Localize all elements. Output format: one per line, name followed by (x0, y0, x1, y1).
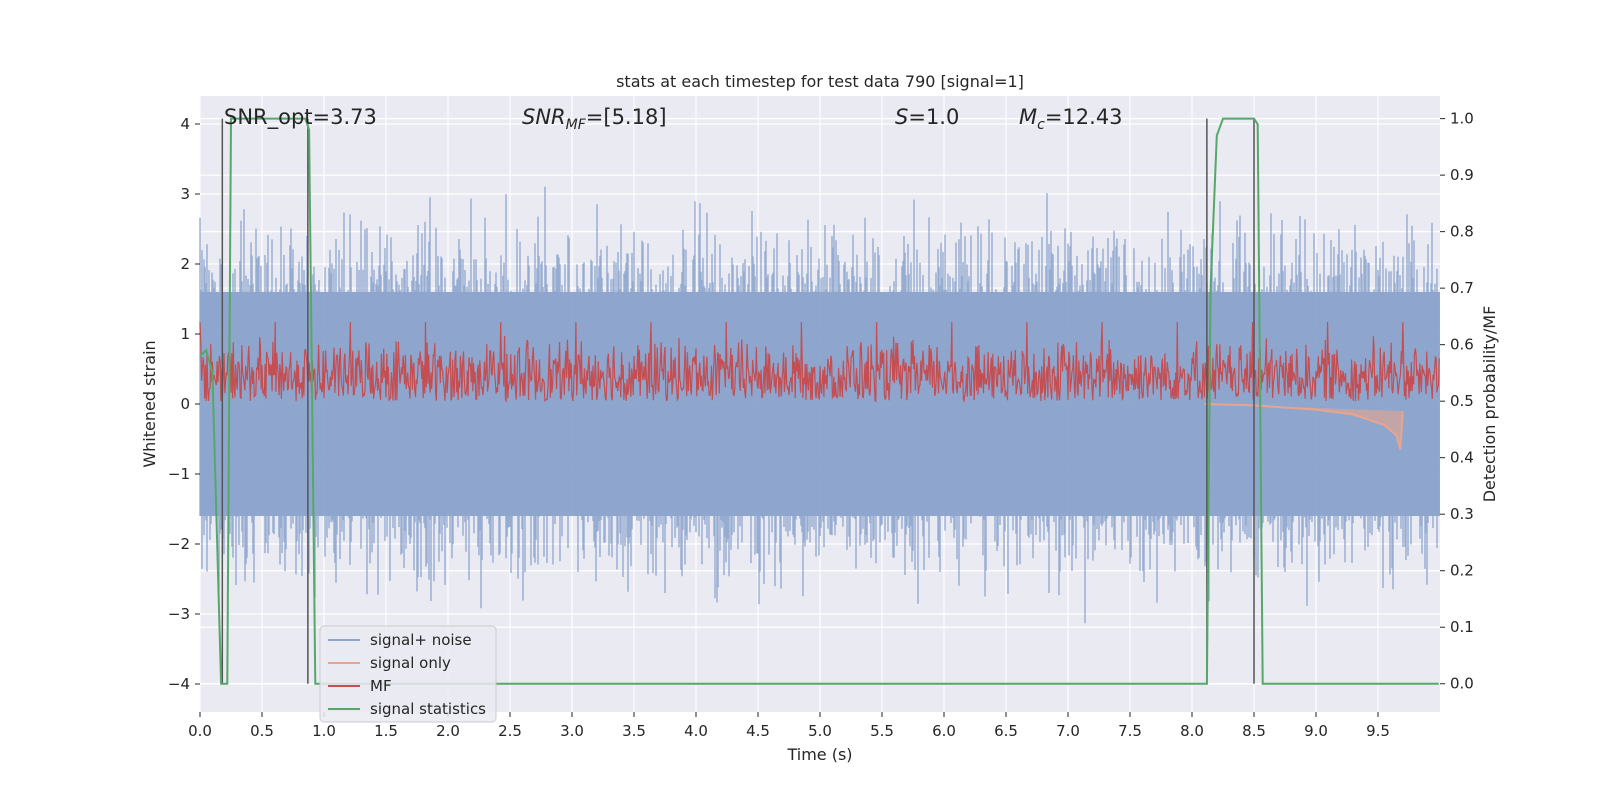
legend-box (319, 625, 497, 723)
y-tick-label: 0 (180, 395, 190, 413)
x-tick-label: 4.5 (746, 722, 770, 740)
x-tick-label: 4.0 (684, 722, 708, 740)
x-axis-ticks: 0.0 0.5 1.0 1.5 2.0 2.5 3.0 3.5 4.0 4.5 5.0 5.5 6.0 6… (188, 712, 1390, 740)
y-right-tick-label: 0.3 (1450, 505, 1474, 523)
y-right-tick-label: 1.0 (1450, 110, 1474, 128)
x-tick-label: 1.5 (374, 722, 398, 740)
y-right-tick-label: 0.4 (1450, 449, 1474, 467)
y-right-tick-label: 0.8 (1450, 223, 1474, 241)
x-tick-label: 5.5 (870, 722, 894, 740)
annotation-snr-opt: SNR_opt=3.73 (224, 105, 377, 130)
y-tick-label: 3 (180, 185, 190, 203)
stats-line (199, 117, 1439, 685)
x-tick-label: 0.5 (250, 722, 274, 740)
x-tick-label: 3.5 (622, 722, 646, 740)
y-right-tick-label: 0.2 (1450, 562, 1474, 580)
series-mf (199, 322, 1440, 403)
y-tick-label: 4 (180, 115, 190, 133)
y-tick-label: −2 (168, 535, 190, 553)
y-tick-label: 2 (180, 255, 190, 273)
x-tick-label: 7.0 (1056, 722, 1080, 740)
y-right-tick-label: 0.6 (1450, 336, 1474, 354)
series-signal-statistics (199, 117, 1439, 685)
x-tick-label: 5.0 (808, 722, 832, 740)
y-tick-label: −1 (168, 465, 190, 483)
y-right-tick-label: 0.7 (1450, 279, 1474, 297)
x-tick-label: 8.5 (1242, 722, 1266, 740)
x-tick-label: 0.0 (188, 722, 212, 740)
y-right-tick-label: 0.5 (1450, 392, 1474, 410)
y-right-tick-label: 0.1 (1450, 618, 1474, 636)
x-tick-label: 1.0 (312, 722, 336, 740)
x-tick-label: 2.5 (498, 722, 522, 740)
x-tick-label: 6.5 (994, 722, 1018, 740)
x-tick-label: 9.5 (1366, 722, 1390, 740)
annotation-mc: Mc=12.43 (1019, 105, 1123, 133)
series-signal-only (1204, 403, 1404, 450)
annotation-snr-mf: SNRMF=[5.18] (522, 105, 667, 133)
legend: signal+ noise signal only MF signal stat… (319, 625, 497, 723)
mf-line (199, 322, 1440, 403)
y-right-tick-label: 0.0 (1450, 675, 1474, 693)
x-axis-label: Time (s) (786, 745, 852, 764)
x-tick-label: 2.0 (436, 722, 460, 740)
legend-label-stats: signal statistics (370, 700, 486, 718)
legend-label-signal-only: signal only (370, 654, 451, 672)
y-right-axis-ticks: 1.0 0.9 0.8 0.7 0.6 0.5 0.4 0.3 0.2 0.1 0.0 (1440, 110, 1474, 693)
y-right-axis-label: Detection probability/MF (1480, 306, 1499, 503)
y-tick-label: −4 (168, 675, 190, 693)
x-tick-label: 3.0 (560, 722, 584, 740)
legend-label-noise: signal+ noise (370, 631, 472, 649)
y-axis-label: Whitened strain (140, 340, 159, 467)
legend-label-mf: MF (370, 677, 392, 695)
y-right-tick-label: 0.9 (1450, 166, 1474, 184)
y-tick-label: 1 (180, 325, 190, 343)
y-tick-label: −3 (168, 605, 190, 623)
x-tick-label: 8.0 (1180, 722, 1204, 740)
chart-title: stats at each timestep for test data 790… (616, 72, 1024, 91)
y-axis-ticks: 4 3 2 1 0 −1 −2 −3 −4 (168, 115, 200, 693)
x-tick-label: 7.5 (1118, 722, 1142, 740)
x-tick-label: 9.0 (1304, 722, 1328, 740)
annotation-s: S=1.0 (895, 105, 959, 129)
x-tick-label: 6.0 (932, 722, 956, 740)
signal-only-line (1204, 403, 1404, 450)
